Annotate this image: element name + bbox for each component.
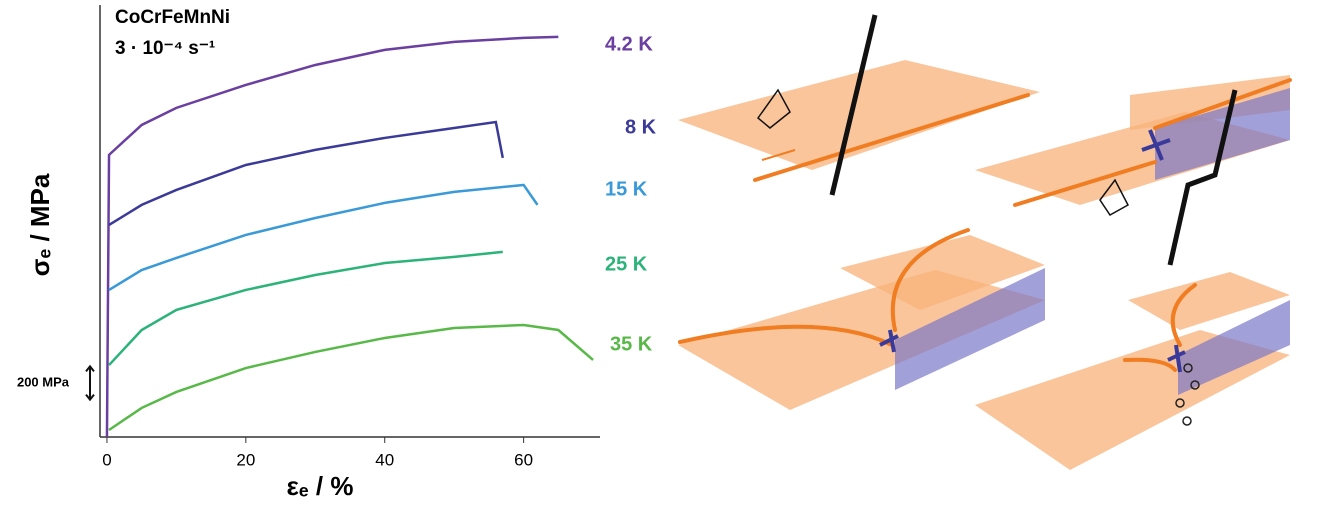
stacking-fault — [895, 268, 1045, 390]
chart-title: CoCrFeMnNi — [115, 7, 230, 28]
tetrahedron — [1099, 178, 1130, 216]
series-line — [108, 183, 539, 292]
scale-bar-arrows — [85, 364, 95, 402]
dislocation-line — [1153, 78, 1292, 130]
vacancies — [1175, 363, 1200, 426]
crack-line — [829, 14, 878, 196]
series-label: 4.2 K — [605, 33, 653, 55]
slip-plane — [678, 60, 1040, 170]
x-tick-label: 60 — [514, 450, 533, 469]
series-line — [105, 35, 559, 438]
scale-bar-label: 200 MPa — [17, 374, 70, 389]
slip-plane — [678, 270, 1045, 410]
series-label: 8 K — [625, 116, 657, 138]
dislocation-line — [1123, 283, 1197, 372]
series-label: 35 K — [610, 333, 653, 355]
dislocation-core — [1141, 129, 1171, 161]
stacking-fault — [1178, 300, 1290, 395]
chart-subtitle: 3 · 10⁻⁴ s⁻¹ — [115, 38, 215, 59]
tetrahedron — [756, 88, 791, 129]
arrow — [761, 149, 796, 161]
dislocation-core — [1167, 344, 1186, 373]
y-axis-label: σₑ / MPa — [25, 173, 55, 276]
x-tick-label: 20 — [236, 450, 255, 469]
diagram — [678, 14, 1292, 470]
dislocation-core — [879, 329, 899, 353]
series-line — [108, 120, 505, 227]
dislocation-line — [753, 93, 1030, 182]
x-axis-label: εₑ / % — [287, 471, 354, 501]
x-tick-label: 40 — [375, 450, 394, 469]
series-label: 25 K — [605, 253, 648, 275]
dislocation-line — [678, 228, 970, 347]
crack-line — [1167, 89, 1238, 266]
series-line — [108, 250, 503, 366]
series-line — [108, 323, 594, 432]
slip-plane — [1128, 272, 1290, 330]
slip-plane — [1130, 75, 1290, 130]
series-label: 15 K — [605, 178, 648, 200]
dislocation-line — [1013, 160, 1157, 207]
slip-plane — [840, 235, 1045, 310]
x-tick-label: 0 — [102, 450, 111, 469]
